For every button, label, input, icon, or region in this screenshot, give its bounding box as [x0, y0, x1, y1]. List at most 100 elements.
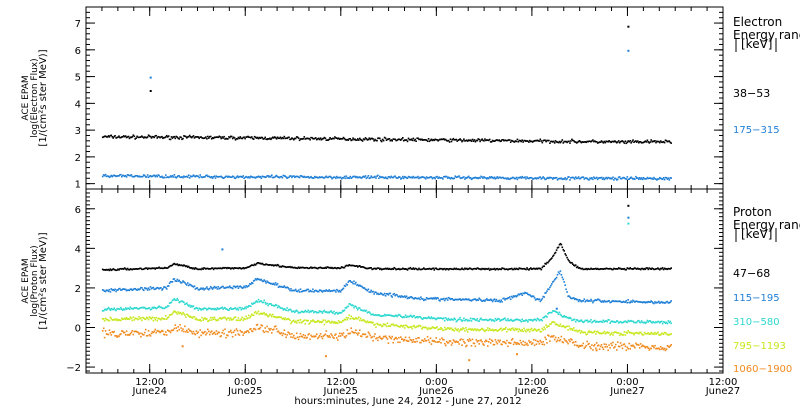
- proton-point: [342, 310, 345, 313]
- electron-point: [251, 176, 254, 179]
- proton-point: [273, 316, 276, 318]
- proton-point: [122, 288, 125, 290]
- proton-point: [178, 328, 180, 331]
- electron-point: [651, 141, 653, 143]
- electron-point: [414, 176, 416, 179]
- proton-point: [302, 320, 305, 322]
- proton-point: [364, 310, 367, 312]
- electron-point: [424, 178, 427, 180]
- proton-point: [615, 300, 617, 302]
- electron-point: [452, 177, 455, 180]
- electron-point: [398, 176, 400, 178]
- proton-point: [327, 290, 329, 292]
- proton-point: [156, 286, 158, 289]
- electron-point: [544, 139, 546, 142]
- proton-point: [492, 319, 495, 322]
- electron-point: [111, 175, 114, 178]
- proton-point: [355, 329, 357, 331]
- electron-point: [136, 135, 138, 138]
- proton-point: [640, 320, 643, 322]
- proton-point: [630, 344, 632, 347]
- electron-point: [630, 176, 632, 179]
- proton-point: [553, 321, 556, 324]
- electron-point: [301, 175, 304, 178]
- electron-point: [466, 140, 469, 142]
- proton-point: [446, 268, 449, 270]
- proton-point: [611, 344, 613, 347]
- proton-point: [656, 268, 658, 270]
- proton-point: [212, 332, 215, 334]
- proton-point: [566, 291, 568, 293]
- proton-point: [623, 301, 626, 303]
- electron-point: [127, 135, 130, 138]
- electron-point: [397, 177, 399, 179]
- proton-point: [190, 284, 193, 287]
- proton-point: [126, 267, 129, 270]
- electron-point: [363, 138, 366, 141]
- proton-point: [269, 282, 271, 284]
- electron-point: [187, 136, 189, 138]
- proton-point: [513, 319, 516, 321]
- proton-point: [263, 312, 265, 314]
- electron-point: [416, 137, 418, 140]
- proton-point: [311, 290, 313, 293]
- proton-point: [251, 314, 254, 316]
- electron-point: [600, 140, 603, 142]
- proton-point: [567, 316, 569, 319]
- electron-point: [567, 176, 569, 178]
- electron-point: [343, 137, 346, 140]
- proton-point: [456, 320, 458, 322]
- proton-point: [223, 267, 225, 269]
- electron-point: [490, 141, 493, 143]
- electron-point: [308, 137, 310, 140]
- proton-point: [241, 267, 243, 270]
- electron-point: [356, 175, 358, 178]
- electron-point: [552, 140, 555, 143]
- proton-point: [207, 320, 209, 323]
- proton-point: [623, 267, 626, 270]
- proton-point: [555, 276, 558, 279]
- proton-point: [584, 331, 587, 334]
- proton-point: [232, 268, 235, 270]
- proton-point: [399, 341, 401, 344]
- proton-point: [500, 327, 502, 330]
- electron-point: [229, 136, 231, 139]
- proton-point: [329, 311, 331, 313]
- proton-point: [320, 310, 323, 313]
- electron-point: [643, 141, 646, 143]
- proton-point: [407, 340, 410, 342]
- proton-point: [492, 268, 495, 270]
- proton-point: [446, 319, 449, 321]
- electron-point: [175, 135, 178, 138]
- proton-point: [389, 292, 392, 295]
- electron-point: [624, 177, 627, 180]
- proton-point: [468, 328, 471, 331]
- proton-point: [183, 264, 185, 266]
- proton-point: [437, 268, 439, 271]
- proton-point: [535, 330, 538, 332]
- proton-point: [262, 330, 264, 332]
- proton-point: [160, 267, 162, 269]
- electron-point: [224, 176, 226, 179]
- proton-point: [578, 299, 581, 301]
- proton-point: [283, 308, 286, 310]
- electron-point: [583, 141, 586, 143]
- proton-point: [606, 331, 608, 333]
- proton-point: [139, 332, 141, 335]
- proton-point: [349, 280, 351, 282]
- proton-point: [174, 324, 177, 326]
- proton-point: [415, 326, 417, 328]
- electron-point: [257, 175, 260, 178]
- proton-point: [246, 330, 248, 332]
- proton-point: [461, 298, 463, 301]
- proton-point: [548, 260, 550, 263]
- proton-point: [418, 316, 420, 318]
- electron-point: [443, 175, 445, 178]
- proton-point: [668, 302, 671, 304]
- proton-point: [274, 282, 277, 284]
- proton-point: [486, 319, 488, 321]
- proton-point: [302, 266, 305, 269]
- proton-point: [202, 332, 204, 335]
- proton-point: [585, 333, 587, 336]
- proton-point: [511, 320, 514, 322]
